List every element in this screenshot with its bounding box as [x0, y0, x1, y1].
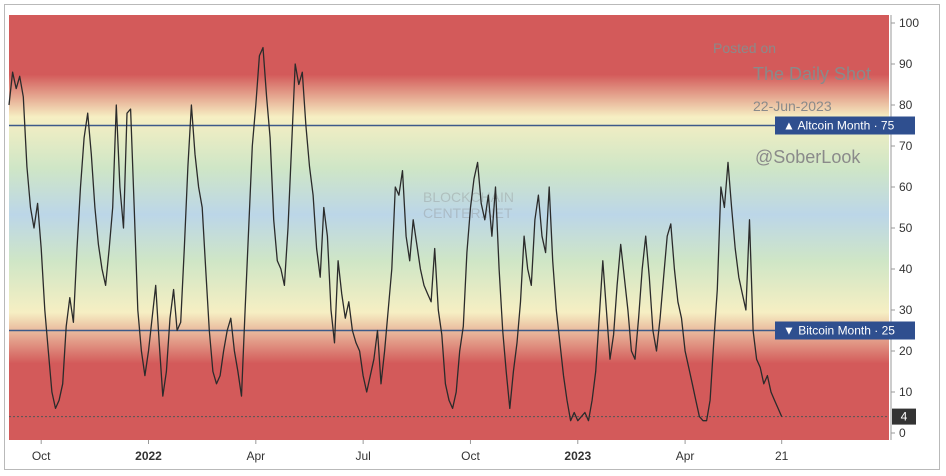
y-tick-label: 60 [899, 180, 913, 194]
altcoin-season-chart: Posted on The Daily Shot 22-Jun-2023 @So… [8, 15, 919, 463]
y-axis: 0 10 20 30 40 50 60 70 80 90 100 [890, 15, 919, 440]
threshold-badge-label: ▲ Altcoin Month · 75 [783, 119, 895, 133]
watermark-publisher: The Daily Shot [753, 64, 871, 84]
current-value-badge-bg [892, 408, 916, 425]
chart-frame: Posted on The Daily Shot 22-Jun-2023 @So… [4, 4, 940, 470]
watermark-date: 22-Jun-2023 [753, 98, 832, 114]
threshold-badge-bg [775, 321, 915, 340]
threshold-badge: ▲ Altcoin Month · 75 [775, 116, 915, 135]
y-tick-label: 0 [899, 426, 906, 440]
series-layer [8, 46, 783, 422]
current-value-label: 4 [901, 410, 908, 424]
y-tick-label: 20 [899, 344, 913, 358]
x-tick-label: 2023 [564, 449, 591, 463]
x-tick-label: Apr [246, 449, 265, 463]
y-tick-label: 40 [899, 262, 913, 276]
threshold-badges: ▲ Altcoin Month · 75 ▼ Bitcoin Month · 25… [775, 116, 916, 425]
y-tick-label: 90 [899, 57, 913, 71]
y-tick-label: 30 [899, 303, 913, 317]
threshold-lines [9, 124, 889, 418]
threshold-badge-bg [775, 116, 915, 135]
threshold-badge-label: ▼ Bitcoin Month · 25 [783, 324, 895, 338]
watermark-handle: @SoberLook [755, 147, 861, 167]
x-tick-label: 2022 [135, 449, 162, 463]
x-tick-label: 21 [775, 449, 789, 463]
y-tick-label: 100 [899, 16, 919, 30]
threshold-badge: ▼ Bitcoin Month · 25 [775, 321, 915, 340]
series-line [8, 46, 783, 422]
y-tick-label: 50 [899, 221, 913, 235]
x-axis: Oct 2022 Apr Jul Oct 2023 Apr 21 [32, 440, 789, 463]
y-tick-label: 70 [899, 139, 913, 153]
current-value-badge: 4 [892, 408, 916, 425]
y-tick-label: 10 [899, 385, 913, 399]
x-tick-label: Oct [32, 449, 51, 463]
watermark-posted-on: Posted on [713, 40, 776, 56]
plot-background [9, 15, 889, 440]
y-tick-label: 80 [899, 98, 913, 112]
x-tick-label: Jul [355, 449, 370, 463]
x-tick-label: Oct [461, 449, 480, 463]
watermark-logo-line2: CENTER.NET [423, 205, 513, 221]
watermark-logo-line1: BLOCKCHAIN [423, 189, 514, 205]
x-tick-label: Apr [676, 449, 695, 463]
